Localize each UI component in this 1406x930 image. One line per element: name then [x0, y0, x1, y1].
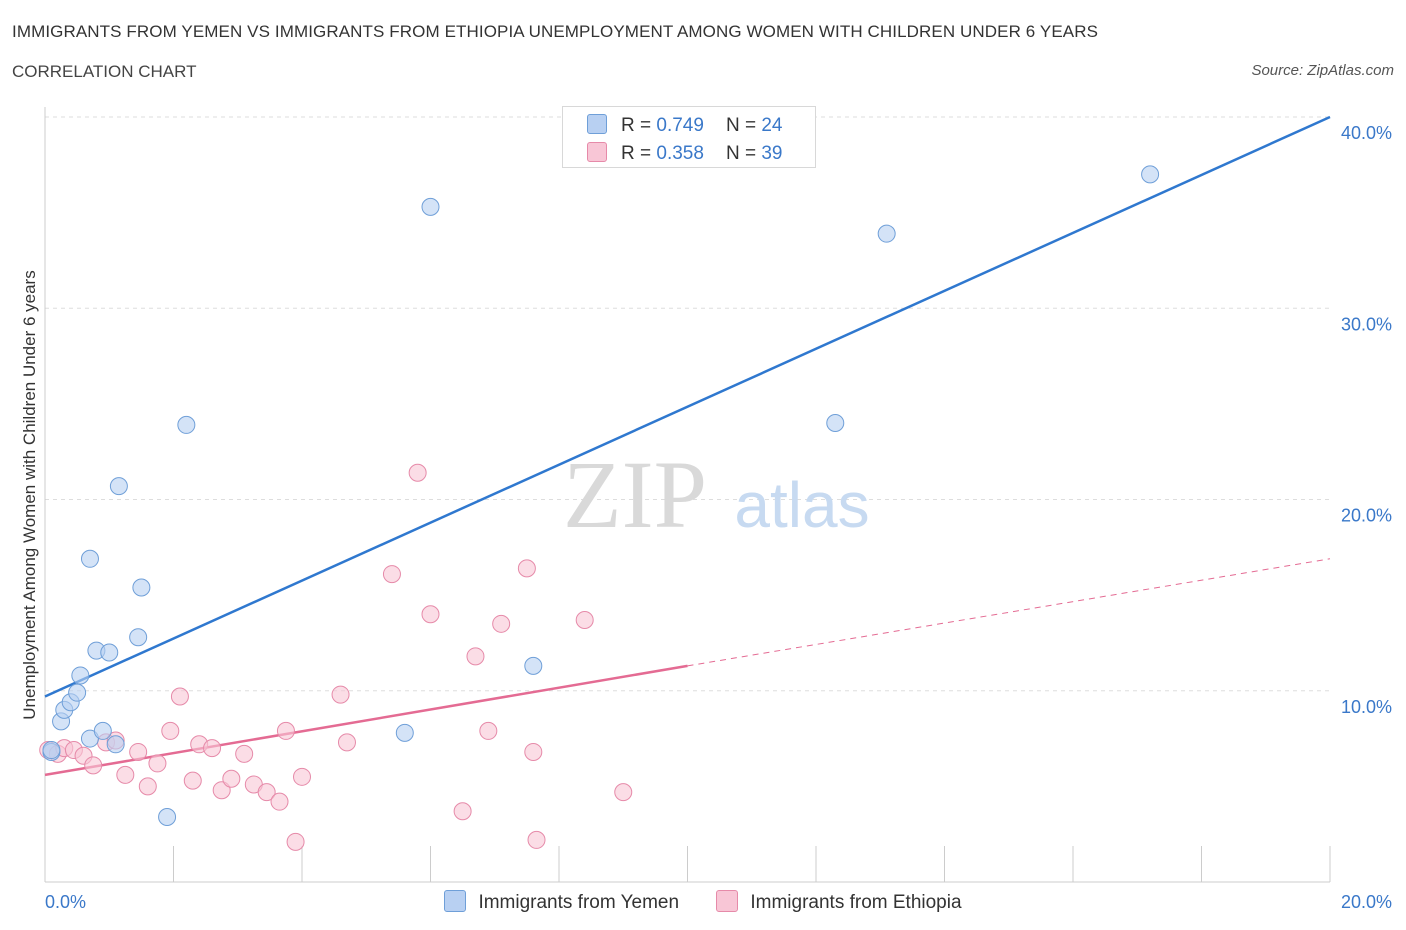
y-tick-label: 10.0% — [1341, 697, 1392, 717]
data-point-yemen — [395, 723, 414, 742]
x-tick-label: 20.0% — [1341, 892, 1392, 912]
data-point-ethiopia — [337, 733, 356, 752]
data-point-ethiopia — [382, 565, 401, 584]
data-point-ethiopia — [527, 830, 546, 849]
data-point-yemen — [132, 578, 151, 597]
r-value-ethiopia: 0.358 — [656, 143, 704, 164]
data-point-ethiopia — [575, 610, 594, 629]
data-point-ethiopia — [170, 687, 189, 706]
r-label: R = — [621, 143, 652, 164]
data-point-ethiopia — [276, 721, 295, 740]
data-point-yemen — [524, 656, 543, 675]
data-point-ethiopia — [492, 614, 511, 633]
y-tick-label: 30.0% — [1341, 314, 1392, 334]
source-label: Source: ZipAtlas.com — [1251, 62, 1394, 79]
tick-labels: 10.0% 20.0% 30.0% 40.0% 0.0% 20.0% — [45, 123, 1392, 912]
n-value-ethiopia: 39 — [761, 143, 783, 164]
data-point-ethiopia — [203, 739, 222, 758]
ethiopia-legend-swatch — [716, 890, 739, 912]
data-point-yemen — [158, 807, 177, 826]
data-point-ethiopia — [161, 721, 180, 740]
data-point-ethiopia — [138, 777, 157, 796]
r-label: R = — [621, 115, 652, 136]
series-legend: Immigrants from Yemen Immigrants from Et… — [0, 890, 1406, 914]
data-point-ethiopia — [129, 742, 148, 761]
data-point-ethiopia — [479, 721, 498, 740]
data-points — [39, 165, 1160, 851]
data-point-ethiopia — [466, 647, 485, 666]
data-point-ethiopia — [408, 463, 427, 482]
data-point-yemen — [93, 721, 112, 740]
data-point-yemen — [826, 414, 845, 432]
trend-line-yemen — [44, 115, 1331, 698]
data-point-ethiopia — [453, 802, 472, 821]
data-point-ethiopia — [270, 792, 289, 811]
data-point-yemen — [109, 477, 128, 496]
stats-legend: R = 0.749 N = 24 R = 0.358 N = 39 — [562, 106, 816, 168]
data-point-ethiopia — [331, 685, 350, 704]
legend-label-yemen: Immigrants from Yemen — [478, 892, 680, 913]
data-point-ethiopia — [235, 744, 254, 763]
watermark-atlas: atlas — [734, 469, 869, 541]
legend-item-yemen[interactable]: Immigrants from Yemen — [444, 890, 679, 914]
n-value-yemen: 24 — [761, 115, 783, 136]
y-tick-label: 20.0% — [1341, 506, 1392, 526]
n-label: N = — [725, 115, 757, 136]
data-point-ethiopia — [84, 756, 103, 775]
data-point-ethiopia — [421, 605, 440, 624]
data-point-yemen — [71, 666, 90, 685]
watermark: ZIP atlas — [563, 441, 870, 548]
data-point-yemen — [80, 549, 99, 568]
data-point-ethiopia — [183, 771, 202, 790]
trend-line-ethiopia-extension — [687, 558, 1331, 667]
r-value-yemen: 0.749 — [656, 115, 704, 136]
data-point-yemen — [877, 224, 896, 243]
data-point-yemen — [100, 643, 119, 662]
data-point-yemen — [421, 197, 440, 216]
x-tick-label: 0.0% — [45, 892, 86, 912]
legend-label-ethiopia: Immigrants from Ethiopia — [750, 892, 962, 913]
data-point-yemen — [177, 415, 196, 434]
data-point-yemen — [68, 683, 87, 702]
chart-title: IMMIGRANTS FROM YEMEN VS IMMIGRANTS FROM… — [12, 22, 1099, 41]
data-point-ethiopia — [517, 559, 536, 578]
data-point-yemen — [106, 735, 125, 754]
stats-legend-row-ethiopia: R = 0.358 N = 39 — [587, 142, 782, 166]
data-point-ethiopia — [148, 754, 167, 773]
data-point-yemen — [1141, 165, 1160, 184]
data-point-ethiopia — [524, 742, 543, 761]
data-point-yemen — [42, 741, 61, 760]
y-tick-label: 40.0% — [1341, 123, 1392, 143]
data-point-ethiopia — [212, 781, 231, 800]
chart-subtitle: CORRELATION CHART — [12, 62, 197, 81]
data-point-ethiopia — [286, 832, 305, 851]
data-point-ethiopia — [116, 765, 135, 784]
data-point-ethiopia — [257, 783, 276, 802]
data-point-ethiopia — [614, 783, 633, 802]
data-point-ethiopia — [293, 767, 311, 786]
n-label: N = — [725, 143, 757, 164]
stats-legend-row-yemen: R = 0.749 N = 24 — [587, 114, 782, 138]
data-point-yemen — [129, 628, 148, 647]
legend-item-ethiopia[interactable]: Immigrants from Ethiopia — [716, 890, 962, 914]
watermark-zip: ZIP — [563, 441, 707, 548]
ethiopia-swatch — [587, 142, 607, 162]
data-point-ethiopia — [222, 769, 241, 788]
yemen-swatch — [587, 114, 607, 134]
yemen-legend-swatch — [444, 890, 467, 912]
